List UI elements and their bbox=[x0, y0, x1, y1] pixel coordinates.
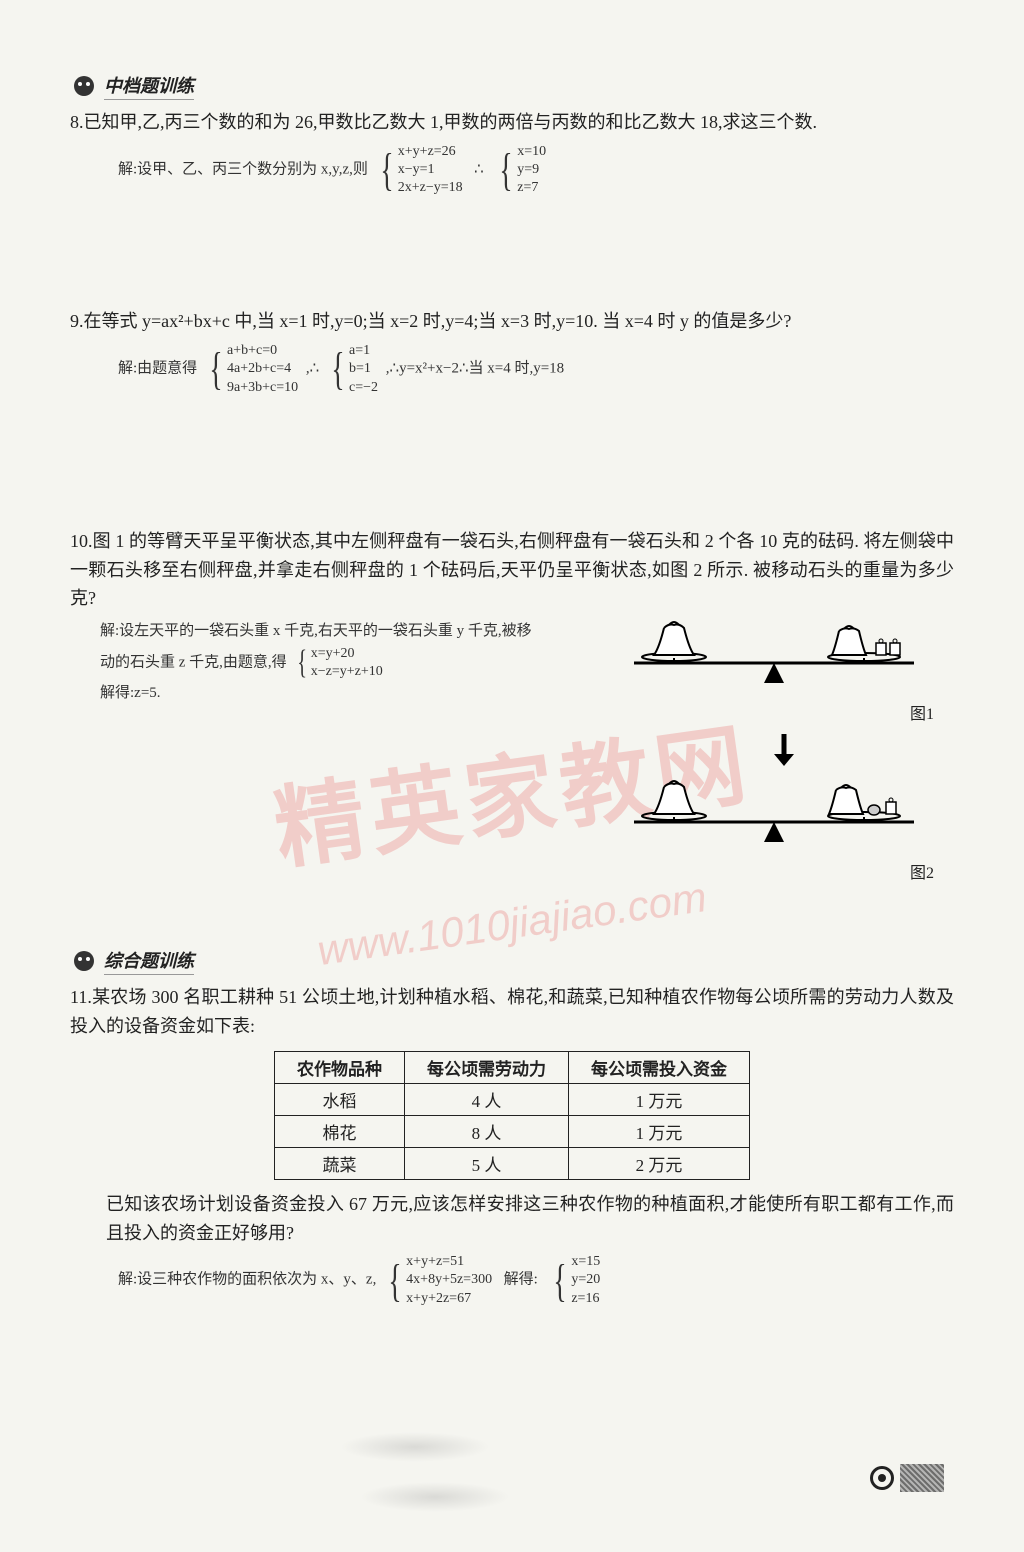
p10-sol-line3: 解得:z=5. bbox=[100, 681, 604, 707]
p9-eq2-0: a=1 bbox=[349, 342, 378, 360]
p8-eq2-1: y=9 bbox=[517, 161, 546, 179]
problem-11-text1: 11.某农场 300 名职工耕种 51 公顷土地,计划种植水稻、棉花,和蔬菜,已… bbox=[70, 983, 954, 1041]
p9-eq1-2: 9a+3b+c=10 bbox=[227, 379, 298, 397]
p9-body: 在等式 y=ax²+bx+c 中,当 x=1 时,y=0;当 x=2 时,y=4… bbox=[84, 311, 792, 331]
p8-eq1-0: x+y+z=26 bbox=[398, 143, 463, 161]
p8-eq2-0: x=10 bbox=[517, 143, 546, 161]
p11-solution: 解:设三种农作物的面积依次为 x、y、z, { x+y+z=51 4x+8y+5… bbox=[70, 1253, 954, 1308]
th-2: 每公顷需投入资金 bbox=[569, 1051, 750, 1083]
p8-sol-prefix: 解:设甲、乙、丙三个数分别为 x,y,z,则 bbox=[118, 162, 368, 178]
p10-brace1: { x=y+20 x−z=y+z+10 bbox=[294, 645, 382, 681]
td: 5 人 bbox=[405, 1147, 569, 1179]
p9-eq2-1: b=1 bbox=[349, 360, 378, 378]
td: 1 万元 bbox=[569, 1083, 750, 1115]
p10-sol-line1: 解:设左天平的一袋石头重 x 千克,右天平的一袋石头重 y 千克,被移 bbox=[100, 619, 604, 645]
problem-8-text: 8.已知甲,乙,丙三个数的和为 26,甲数比乙数大 1,甲数的两倍与丙数的和比乙… bbox=[70, 108, 954, 137]
td: 4 人 bbox=[405, 1083, 569, 1115]
p10-num: 10. bbox=[70, 531, 93, 551]
p11-mid: 解得: bbox=[504, 1272, 538, 1288]
p11-num: 11. bbox=[70, 987, 92, 1007]
problem-10-text: 10.图 1 的等臂天平呈平衡状态,其中左侧秤盘有一袋石头,右侧秤盘有一袋石头和… bbox=[70, 527, 954, 613]
section-title-comp: 综合题训练 bbox=[104, 947, 194, 975]
scan-smudge bbox=[360, 1482, 510, 1512]
p10-body: 图 1 的等臂天平呈平衡状态,其中左侧秤盘有一袋石头,右侧秤盘有一袋石头和 2 … bbox=[70, 531, 954, 609]
owl-icon bbox=[70, 72, 98, 100]
left-brace-icon: { bbox=[500, 147, 513, 193]
qr-icon bbox=[900, 1464, 944, 1492]
p11-eq1-2: x+y+2z=67 bbox=[406, 1290, 492, 1308]
p11-brace2: { x=15 y=20 z=16 bbox=[549, 1253, 600, 1308]
section-header-mid: 中档题训练 bbox=[70, 72, 954, 100]
th-0: 农作物品种 bbox=[275, 1051, 405, 1083]
left-brace-icon: { bbox=[380, 147, 393, 193]
table-row: 蔬菜 5 人 2 万元 bbox=[275, 1147, 750, 1179]
figure-1: 图1 bbox=[614, 613, 934, 724]
p9-eq1-0: a+b+c=0 bbox=[227, 342, 298, 360]
left-brace-icon: { bbox=[388, 1258, 401, 1304]
p11-eq2-0: x=15 bbox=[571, 1253, 600, 1271]
problem-9: 9.在等式 y=ax²+bx+c 中,当 x=1 时,y=0;当 x=2 时,y… bbox=[70, 307, 954, 396]
p9-eq1-1: 4a+2b+c=4 bbox=[227, 360, 298, 378]
td: 棉花 bbox=[275, 1115, 405, 1147]
td: 2 万元 bbox=[569, 1147, 750, 1179]
arrow-down-icon bbox=[769, 732, 799, 768]
td: 水稻 bbox=[275, 1083, 405, 1115]
left-brace-icon: { bbox=[209, 346, 222, 392]
p11-table: 农作物品种 每公顷需劳动力 每公顷需投入资金 水稻 4 人 1 万元 棉花 8 … bbox=[274, 1051, 750, 1180]
p8-eq2-2: z=7 bbox=[517, 179, 546, 197]
p9-num: 9. bbox=[70, 311, 84, 331]
problem-10: 10.图 1 的等臂天平呈平衡状态,其中左侧秤盘有一袋石头,右侧秤盘有一袋石头和… bbox=[70, 527, 954, 883]
problem-8: 8.已知甲,乙,丙三个数的和为 26,甲数比乙数大 1,甲数的两倍与丙数的和比乙… bbox=[70, 108, 954, 197]
problem-11-text2: 已知该农场计划设备资金投入 67 万元,应该怎样安排这三种农作物的种植面积,才能… bbox=[70, 1190, 954, 1248]
p9-therefore1: ,∴ bbox=[306, 361, 319, 377]
figure-2: 图2 bbox=[614, 772, 934, 883]
p10-eq1-1: x−z=y+z+10 bbox=[311, 663, 383, 681]
p10-eq1-0: x=y+20 bbox=[311, 645, 383, 663]
p9-sol-prefix: 解:由题意得 bbox=[118, 361, 197, 377]
p8-solution: 解:设甲、乙、丙三个数分别为 x,y,z,则 { x+y+z=26 x−y=1 … bbox=[70, 143, 954, 198]
p11-body1: 某农场 300 名职工耕种 51 公顷土地,计划种植水稻、棉花,和蔬菜,已知种植… bbox=[70, 987, 954, 1036]
p9-brace2: { a=1 b=1 c=−2 bbox=[327, 342, 378, 397]
p11-eq2-2: z=16 bbox=[571, 1290, 600, 1308]
p8-body: 已知甲,乙,丙三个数的和为 26,甲数比乙数大 1,甲数的两倍与丙数的和比乙数大… bbox=[84, 112, 818, 132]
p11-eq1-0: x+y+z=51 bbox=[406, 1253, 492, 1271]
p11-sol-prefix: 解:设三种农作物的面积依次为 x、y、z, bbox=[118, 1272, 376, 1288]
problem-9-text: 9.在等式 y=ax²+bx+c 中,当 x=1 时,y=0;当 x=2 时,y… bbox=[70, 307, 954, 336]
p11-eq2-1: y=20 bbox=[571, 1271, 600, 1289]
td: 蔬菜 bbox=[275, 1147, 405, 1179]
left-brace-icon: { bbox=[554, 1258, 567, 1304]
page-marker-icon bbox=[870, 1466, 894, 1490]
section-title-mid: 中档题训练 bbox=[104, 72, 194, 100]
p8-eq1-2: 2x+z−y=18 bbox=[398, 179, 463, 197]
problem-11: 11.某农场 300 名职工耕种 51 公顷土地,计划种植水稻、棉花,和蔬菜,已… bbox=[70, 983, 954, 1308]
table-row: 水稻 4 人 1 万元 bbox=[275, 1083, 750, 1115]
th-1: 每公顷需劳动力 bbox=[405, 1051, 569, 1083]
p11-brace1: { x+y+z=51 4x+8y+5z=300 x+y+2z=67 bbox=[384, 1253, 492, 1308]
fig2-label: 图2 bbox=[614, 859, 934, 883]
fig1-label: 图1 bbox=[614, 700, 934, 724]
footer-mark bbox=[870, 1464, 944, 1492]
p8-num: 8. bbox=[70, 112, 84, 132]
p8-eq1-1: x−y=1 bbox=[398, 161, 463, 179]
left-brace-icon: { bbox=[298, 646, 308, 680]
p8-therefore: ∴ bbox=[474, 162, 484, 178]
p10-sol-line2-pre: 动的石头重 z 千克,由题意,得 bbox=[100, 654, 287, 670]
p9-tail: ,∴y=x²+x−2∴当 x=4 时,y=18 bbox=[386, 361, 564, 377]
owl-icon bbox=[70, 947, 98, 975]
table-row: 棉花 8 人 1 万元 bbox=[275, 1115, 750, 1147]
p11-eq1-1: 4x+8y+5z=300 bbox=[406, 1271, 492, 1289]
left-brace-icon: { bbox=[331, 346, 344, 392]
table-header-row: 农作物品种 每公顷需劳动力 每公顷需投入资金 bbox=[275, 1051, 750, 1083]
p9-brace1: { a+b+c=0 4a+2b+c=4 9a+3b+c=10 bbox=[205, 342, 298, 397]
p8-brace1: { x+y+z=26 x−y=1 2x+z−y=18 bbox=[376, 143, 463, 198]
p9-solution: 解:由题意得 { a+b+c=0 4a+2b+c=4 9a+3b+c=10 ,∴… bbox=[70, 342, 954, 397]
section-header-comp: 综合题训练 bbox=[70, 947, 954, 975]
td: 8 人 bbox=[405, 1115, 569, 1147]
p9-eq2-2: c=−2 bbox=[349, 379, 378, 397]
p10-solution: 解:设左天平的一袋石头重 x 千克,右天平的一袋石头重 y 千克,被移 动的石头… bbox=[70, 619, 604, 706]
p8-brace2: { x=10 y=9 z=7 bbox=[495, 143, 546, 198]
td: 1 万元 bbox=[569, 1115, 750, 1147]
scan-smudge bbox=[340, 1432, 490, 1462]
p10-figures: 图1 bbox=[614, 613, 954, 883]
